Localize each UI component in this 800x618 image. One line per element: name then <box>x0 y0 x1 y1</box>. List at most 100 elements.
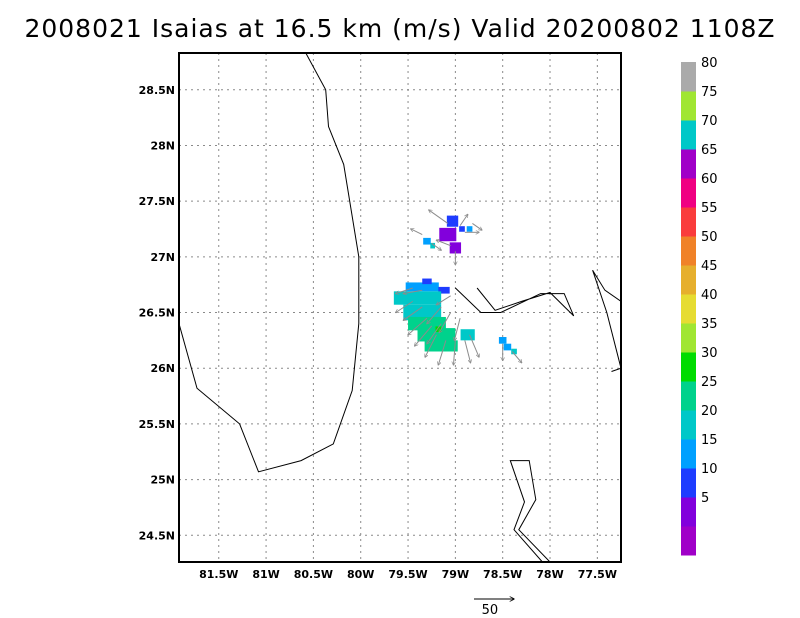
colorbar-segment-5 <box>681 381 696 411</box>
speed-cell-3 <box>449 242 462 254</box>
plot-frame <box>178 52 622 563</box>
coastline-1 <box>455 287 575 317</box>
speed-cell-6 <box>430 242 436 249</box>
y-tick-label-0: 24.5N <box>139 529 175 542</box>
coastline-3 <box>509 460 551 562</box>
y-tick-label-5: 27N <box>150 251 175 264</box>
x-tick-label-6: 78.5W <box>483 568 522 581</box>
speed-cell-0 <box>446 215 459 227</box>
wind-vector-16 <box>453 340 456 365</box>
y-tick-label-7: 28N <box>150 139 175 152</box>
wind-vector-13 <box>415 325 433 346</box>
colorbar-segment-10 <box>681 236 696 266</box>
speed-cell-2 <box>439 227 457 242</box>
speed-cell-10 <box>393 291 442 305</box>
y-tick-label-1: 25N <box>150 474 175 487</box>
wind-vector-3 <box>472 223 481 230</box>
x-tick-label-4: 79.5W <box>388 568 427 581</box>
colorbar-segment-2 <box>681 468 696 498</box>
colorbar-label-13: 65 <box>701 143 718 158</box>
x-tick-label-5: 79W <box>442 568 469 581</box>
colorbar-segment-13 <box>681 149 696 179</box>
coastlines <box>179 53 621 562</box>
wind-vector-11 <box>403 306 423 320</box>
speed-cell-8 <box>422 278 432 285</box>
colorbar-label-4: 20 <box>701 404 718 419</box>
colorbar: 5 10 15 20 25 30 35 40 45 50 55 60 65 70 75 80 <box>681 56 718 556</box>
speed-cell-5 <box>423 237 431 245</box>
wind-vector-0 <box>429 210 449 224</box>
colorbar-segment-4 <box>681 410 696 440</box>
colorbar-label-9: 45 <box>701 259 718 274</box>
colorbar-label-8: 40 <box>701 288 718 303</box>
speed-cell-7 <box>405 282 439 292</box>
coastline-2 <box>592 269 621 372</box>
wind-vector-9 <box>403 289 423 293</box>
colorbar-label-1: 5 <box>701 491 709 506</box>
colorbar-segment-12 <box>681 178 696 208</box>
x-tick-label-8: 77.5W <box>578 568 617 581</box>
y-tick-label-2: 25.5N <box>139 418 175 431</box>
x-tick-label-2: 80.5W <box>294 568 333 581</box>
x-axis-ticks: 81.5W 81W 80.5W 80W 79.5W 79W 78.5W 78W 77.5W <box>199 568 617 581</box>
wind-vector-7 <box>431 243 441 250</box>
y-tick-label-4: 26.5N <box>139 307 175 320</box>
y-axis-ticks: 24.5N 25N 25.5N 26N 26.5N 27N 27.5N 28N 28.5N <box>139 84 175 543</box>
wind-vector-4 <box>436 240 451 247</box>
wind-vector-25 <box>511 351 521 362</box>
colorbar-label-7: 35 <box>701 317 718 332</box>
colorbar-segment-0 <box>681 526 696 556</box>
wind-vector-10 <box>396 300 414 312</box>
coastline-0 <box>179 53 360 473</box>
colorbar-label-14: 70 <box>701 114 718 129</box>
wind-vectors <box>396 210 522 365</box>
wind-vector-12 <box>408 317 428 335</box>
wind-speed-field <box>393 215 517 355</box>
speed-cell-17 <box>498 337 507 344</box>
colorbar-label-12: 60 <box>701 172 718 187</box>
wind-vector-6 <box>411 229 423 235</box>
colorbar-segment-7 <box>681 323 696 353</box>
chart-title: 2008021 Isaias at 16.5 km (m/s) Valid 20… <box>24 14 776 43</box>
y-tick-label-8: 28.5N <box>139 84 175 97</box>
colorbar-segment-9 <box>681 265 696 295</box>
grid-lines <box>179 53 621 562</box>
colorbar-segment-11 <box>681 207 696 237</box>
reference-vector-label: 50 <box>482 603 499 618</box>
colorbar-segment-1 <box>681 497 696 527</box>
colorbar-label-5: 25 <box>701 375 718 390</box>
wind-vector-15 <box>438 340 447 365</box>
speed-cell-15 <box>435 326 442 333</box>
wind-vector-8 <box>396 287 413 294</box>
colorbar-label-15: 75 <box>701 85 718 100</box>
colorbar-segment-3 <box>681 439 696 469</box>
colorbar-label-16: 80 <box>701 56 718 71</box>
colorbar-segment-14 <box>681 120 696 150</box>
speed-cell-9 <box>438 286 450 294</box>
speed-cell-1 <box>459 226 465 232</box>
colorbar-label-10: 50 <box>701 230 718 245</box>
wind-vector-17 <box>464 340 471 362</box>
x-tick-label-0: 81.5W <box>199 568 238 581</box>
x-tick-label-3: 80W <box>347 568 374 581</box>
x-tick-label-1: 81W <box>252 568 279 581</box>
colorbar-label-11: 55 <box>701 201 718 216</box>
speed-cell-14 <box>424 340 458 352</box>
colorbar-segment-6 <box>681 352 696 382</box>
wind-vector-23 <box>436 295 451 305</box>
colorbar-segment-16 <box>681 62 696 92</box>
y-tick-label-3: 26N <box>150 362 175 375</box>
x-tick-label-7: 78W <box>536 568 563 581</box>
wind-vector-20 <box>439 312 452 333</box>
wind-vector-1 <box>459 214 468 226</box>
speed-cell-4 <box>466 226 473 232</box>
colorbar-label-2: 10 <box>701 462 718 477</box>
reference-vector: 50 <box>474 599 514 618</box>
speed-cell-11 <box>403 304 442 321</box>
wind-vector-22 <box>427 323 442 344</box>
speed-cell-18 <box>503 343 512 351</box>
speed-cell-16 <box>460 329 475 341</box>
colorbar-label-3: 15 <box>701 433 718 448</box>
y-tick-label-6: 27.5N <box>139 195 175 208</box>
